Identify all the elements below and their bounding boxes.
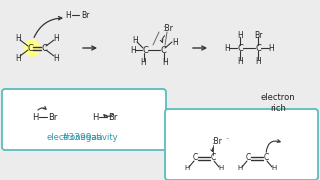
Text: H: H [271, 165, 276, 171]
Text: Br: Br [108, 112, 118, 122]
Text: H: H [15, 33, 21, 42]
Text: H: H [132, 35, 138, 44]
Text: H: H [268, 44, 274, 53]
Text: C: C [27, 44, 33, 53]
Text: C: C [142, 46, 148, 55]
Text: ⁻: ⁻ [225, 138, 228, 143]
Text: :Br: :Br [212, 136, 222, 145]
Text: C: C [237, 44, 243, 53]
Text: H: H [130, 46, 136, 55]
Text: H: H [237, 57, 243, 66]
Text: #3399aa: #3399aa [61, 134, 103, 143]
Text: H: H [218, 165, 224, 171]
FancyBboxPatch shape [2, 89, 166, 150]
Text: C: C [255, 44, 261, 53]
Text: Br: Br [254, 30, 262, 39]
Text: H: H [53, 33, 59, 42]
Text: H: H [140, 57, 146, 66]
Text: H: H [162, 57, 168, 66]
Text: H: H [32, 112, 38, 122]
Text: C: C [245, 154, 251, 163]
Text: H: H [255, 57, 261, 66]
Text: Br: Br [48, 112, 58, 122]
Text: H: H [92, 112, 98, 122]
Text: H: H [237, 165, 243, 171]
Text: H: H [237, 30, 243, 39]
Text: electron
rich: electron rich [261, 93, 295, 113]
Text: C: C [160, 46, 166, 55]
Text: Br: Br [81, 10, 89, 19]
Text: H: H [65, 10, 71, 19]
FancyBboxPatch shape [165, 109, 318, 180]
Text: C: C [192, 154, 198, 163]
Text: electronegativity: electronegativity [46, 134, 118, 143]
Text: H: H [15, 53, 21, 62]
Ellipse shape [24, 39, 40, 57]
Text: C: C [41, 44, 47, 53]
Text: :Br: :Br [163, 24, 173, 33]
Text: C: C [210, 154, 216, 163]
Text: H: H [224, 44, 230, 53]
Text: H: H [172, 37, 178, 46]
Text: H: H [184, 165, 190, 171]
Text: H: H [53, 53, 59, 62]
Text: C: C [263, 154, 268, 163]
